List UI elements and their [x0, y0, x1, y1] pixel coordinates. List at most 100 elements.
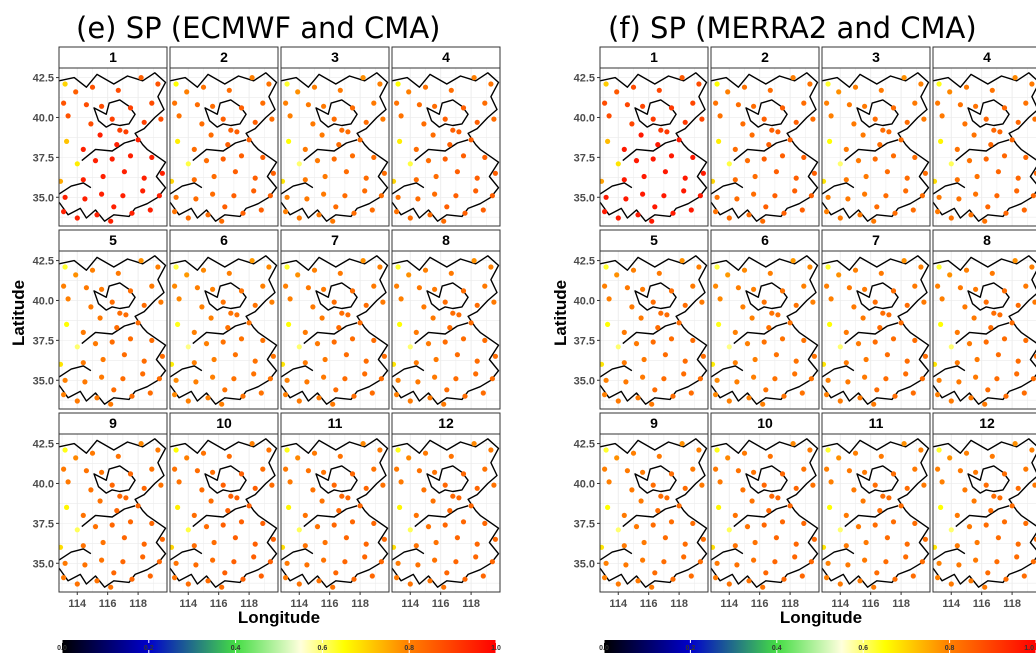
station-point [172, 392, 178, 398]
station-point [655, 142, 661, 148]
province-boundary [192, 322, 247, 345]
station-point [699, 299, 705, 305]
station-point [260, 283, 266, 289]
station-point [995, 352, 1002, 358]
province-boundary [711, 182, 744, 195]
station-point [779, 105, 786, 111]
station-point [746, 395, 752, 401]
station-point [433, 539, 439, 546]
station-point [641, 173, 647, 180]
station-point [852, 84, 859, 90]
station-point [267, 559, 273, 565]
facet-panels: 1 35.0 37.5 40.0 42.5 2 3 4 5 35.0 37.5 40.0 42.5 6 7 8… [33, 46, 501, 610]
station-point [621, 512, 627, 519]
station-point [827, 504, 833, 510]
station-point [1023, 520, 1029, 527]
station-point [690, 337, 696, 343]
station-point [135, 320, 141, 326]
station-point [406, 455, 412, 461]
station-point [482, 466, 488, 472]
facet-panel: 8 [391, 229, 501, 410]
province-boundary [967, 465, 1010, 494]
x-tick-label: 118 [351, 598, 369, 610]
station-points [59, 441, 165, 590]
station-point [270, 536, 276, 542]
station-point [442, 156, 448, 162]
station-point [615, 398, 621, 404]
station-point [886, 495, 892, 501]
station-point [792, 554, 798, 560]
station-point [696, 81, 702, 87]
station-point [968, 578, 974, 584]
station-point [62, 81, 68, 87]
station-point [371, 283, 377, 289]
station-point [1015, 485, 1021, 491]
station-point [726, 581, 732, 587]
station-point [1001, 288, 1008, 294]
station-point [319, 132, 325, 138]
station-point [681, 188, 687, 194]
station-point [456, 129, 462, 135]
station-point [74, 344, 80, 350]
station-point [898, 137, 904, 143]
station-point [717, 113, 723, 119]
station-point [991, 127, 997, 133]
station-point [933, 178, 938, 184]
station-point [982, 218, 988, 224]
station-point [109, 339, 115, 345]
station-point [305, 102, 311, 108]
station-point [741, 450, 748, 456]
station-point [184, 89, 190, 95]
facet-panel: 3 [821, 46, 931, 227]
station-points [600, 258, 707, 407]
station-point [395, 560, 401, 566]
province-boundary [733, 322, 788, 345]
station-point [884, 352, 891, 358]
facet-panel: 9 35.0 37.5 40.0 42.5 114 116 118 [33, 412, 168, 610]
station-point [766, 325, 772, 331]
station-point [837, 215, 843, 221]
y-tick-label: 40.0 [33, 295, 54, 307]
station-point [258, 390, 264, 396]
station-point [801, 100, 807, 106]
gridlines [392, 68, 500, 226]
station-point [668, 153, 675, 159]
x-tick-label: 114 [68, 598, 87, 610]
station-point [158, 482, 164, 488]
station-point [922, 353, 929, 359]
colorbar-tick-label: 0.2 [144, 645, 154, 652]
station-point [64, 321, 70, 327]
station-point [855, 524, 862, 530]
station-point [351, 393, 357, 399]
station-point [394, 466, 400, 472]
station-point [59, 361, 64, 367]
station-point [251, 371, 257, 377]
station-point [650, 522, 656, 528]
colorbar-tick-label: 0.0 [599, 645, 609, 652]
station-point [655, 325, 661, 331]
station-point [480, 390, 486, 396]
station-point [638, 132, 644, 138]
station-point [966, 524, 973, 530]
station-point [843, 543, 849, 549]
province-boundary [856, 465, 899, 494]
station-point [763, 387, 769, 393]
province-boundary [170, 182, 203, 195]
station-point [740, 487, 746, 493]
station-point [890, 519, 897, 525]
colorbar-tick-label: 0.6 [858, 645, 868, 652]
station-point [682, 175, 688, 181]
station-point [947, 272, 953, 278]
station-point [296, 398, 302, 404]
station-point [286, 138, 292, 144]
station-point [333, 204, 339, 210]
station-point [872, 482, 878, 488]
station-point [284, 447, 290, 453]
station-point [933, 544, 938, 550]
station-point [454, 169, 460, 175]
station-point [240, 210, 246, 216]
y-tick-label: 42.5 [574, 256, 595, 268]
station-point [630, 450, 637, 456]
facet-label: 9 [650, 415, 658, 431]
station-point [488, 447, 494, 453]
